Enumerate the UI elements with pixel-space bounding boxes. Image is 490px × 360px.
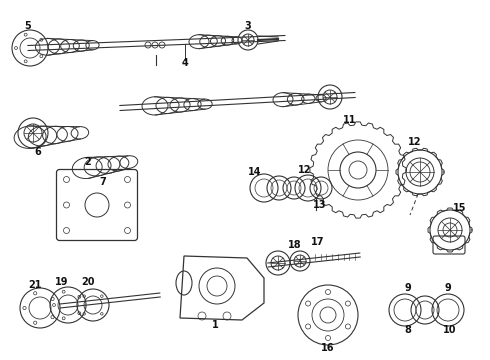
Text: 1: 1 (212, 320, 219, 330)
Text: 9: 9 (405, 283, 412, 293)
Text: 2: 2 (85, 157, 91, 167)
Text: 8: 8 (405, 325, 412, 335)
Text: 16: 16 (321, 343, 335, 353)
Text: 15: 15 (453, 203, 467, 213)
Text: 17: 17 (311, 237, 325, 247)
Text: 7: 7 (99, 177, 106, 187)
Text: 19: 19 (55, 277, 69, 287)
Text: 10: 10 (443, 325, 457, 335)
Text: 9: 9 (444, 283, 451, 293)
Text: 20: 20 (81, 277, 95, 287)
Text: 13: 13 (313, 200, 327, 210)
Text: 21: 21 (28, 280, 42, 290)
Text: 5: 5 (24, 21, 31, 31)
Text: 11: 11 (343, 115, 357, 125)
Text: 18: 18 (288, 240, 302, 250)
Text: 12: 12 (298, 165, 312, 175)
Text: 4: 4 (182, 58, 188, 68)
Text: 6: 6 (35, 147, 41, 157)
Text: 14: 14 (248, 167, 262, 177)
Text: 3: 3 (245, 21, 251, 31)
Text: 12: 12 (408, 137, 422, 147)
